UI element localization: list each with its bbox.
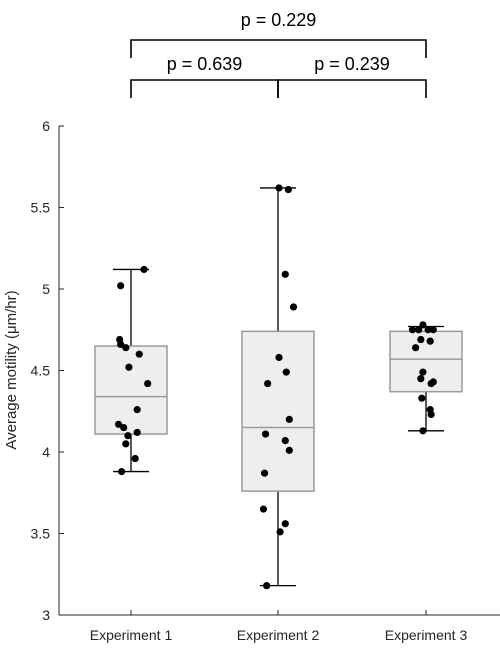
data-point: [417, 335, 425, 344]
data-point: [408, 326, 417, 334]
data-point: [429, 326, 437, 334]
data-point: [118, 467, 126, 476]
data-point: [117, 340, 125, 349]
data-point: [261, 430, 270, 438]
data-point: [114, 420, 123, 428]
y-tick-label: 3.5: [31, 526, 51, 542]
data-points: [114, 184, 437, 590]
box-iqr: [94, 345, 168, 435]
data-point: [264, 379, 272, 388]
axes: 3 3.5 4 4.5 5 5.5 6 Experiment 1 Experiment 2 Exp…: [31, 118, 500, 643]
box-iqr: [389, 330, 463, 393]
data-point: [412, 344, 420, 352]
data-point: [259, 505, 268, 513]
data-point: [289, 303, 298, 311]
significance-bracket: [130, 39, 427, 58]
data-point: [133, 428, 141, 437]
y-tick-label: 4: [42, 444, 50, 460]
data-point: [282, 368, 290, 376]
data-point: [131, 454, 139, 463]
data-point: [417, 375, 425, 383]
y-tick-label: 4.5: [31, 363, 51, 379]
data-point: [125, 363, 133, 371]
y-tick-label: 5: [42, 281, 50, 297]
data-point: [275, 353, 283, 362]
data-point: [275, 184, 283, 192]
data-point: [418, 394, 426, 402]
p-value-label: p = 0.239: [314, 54, 390, 74]
y-tick-label: 6: [42, 118, 50, 134]
x-tick-label: Experiment 1: [90, 627, 173, 643]
data-point: [285, 446, 293, 454]
y-tick-label: 5.5: [31, 200, 51, 216]
data-point: [122, 440, 130, 448]
data-point: [140, 265, 148, 274]
p-value-label: p = 0.639: [167, 54, 243, 74]
data-point: [120, 423, 128, 432]
data-point: [284, 185, 292, 194]
data-point: [415, 326, 423, 334]
significance-bracket: [277, 79, 427, 98]
p-value-label: p = 0.229: [241, 10, 317, 30]
data-point: [419, 427, 427, 435]
data-point: [285, 415, 293, 423]
data-point: [135, 350, 143, 358]
x-tick-label: Experiment 3: [385, 627, 468, 643]
data-point: [117, 282, 125, 290]
data-point: [419, 368, 427, 376]
data-point: [419, 321, 427, 329]
x-tick-label: Experiment 2: [237, 627, 320, 643]
data-point: [133, 406, 141, 414]
data-point: [263, 582, 271, 590]
data-point: [260, 469, 269, 477]
data-point: [276, 528, 284, 536]
data-point: [424, 326, 432, 334]
significance-bracket: [130, 79, 279, 98]
data-point: [144, 379, 152, 388]
data-point: [281, 436, 289, 445]
data-point: [426, 337, 434, 345]
y-axis-label: Average motility (μm/hr): [3, 290, 20, 449]
significance-annotations: p = 0.229 p = 0.639 p = 0.239: [130, 10, 427, 98]
data-point: [122, 344, 130, 352]
data-point: [124, 432, 132, 440]
data-point: [281, 270, 289, 278]
data-point: [427, 379, 435, 388]
data-point: [427, 410, 435, 419]
data-point: [281, 520, 289, 528]
y-tick-label: 3: [42, 607, 50, 623]
boxes: [94, 187, 463, 587]
